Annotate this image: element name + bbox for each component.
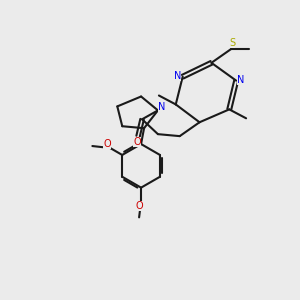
- Text: O: O: [133, 137, 141, 147]
- Text: N: N: [174, 71, 182, 81]
- Text: N: N: [158, 102, 166, 112]
- Text: S: S: [229, 38, 235, 48]
- Text: O: O: [135, 202, 143, 212]
- Text: O: O: [103, 139, 111, 149]
- Text: N: N: [238, 75, 245, 85]
